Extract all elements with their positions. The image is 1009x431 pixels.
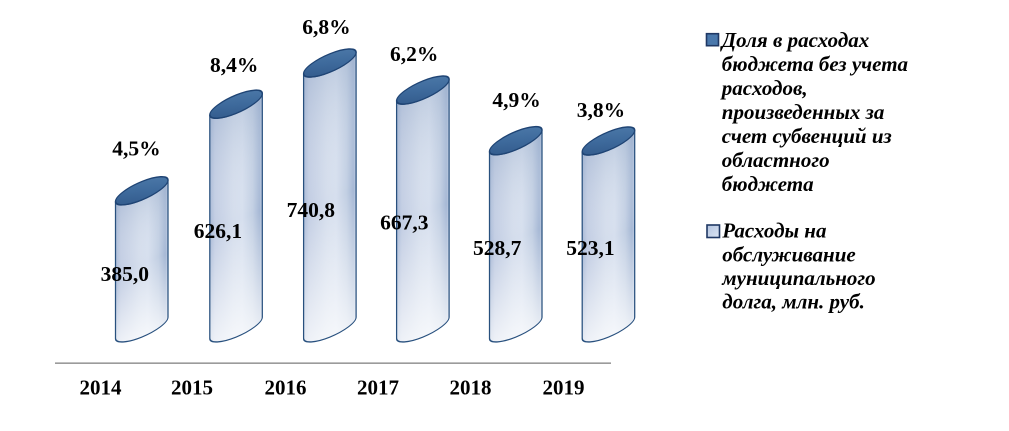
svg-text:долга, млн. руб.: долга, млн. руб. <box>722 290 865 314</box>
svg-text:8,4%: 8,4% <box>210 53 258 77</box>
svg-text:3,8%: 3,8% <box>577 98 625 122</box>
svg-text:667,3: 667,3 <box>380 211 429 235</box>
svg-text:бюджета: бюджета <box>722 172 814 196</box>
svg-text:2018: 2018 <box>450 376 492 400</box>
svg-text:счет субвенций из: счет субвенций из <box>722 124 892 148</box>
svg-text:произведенных за: произведенных за <box>722 100 885 124</box>
svg-text:528,7: 528,7 <box>473 236 522 260</box>
svg-text:обслуживание: обслуживание <box>722 242 855 266</box>
svg-text:областного: областного <box>722 148 830 172</box>
svg-text:4,5%: 4,5% <box>112 137 160 161</box>
svg-text:523,1: 523,1 <box>566 236 614 260</box>
svg-text:2015: 2015 <box>171 376 213 400</box>
svg-text:Доля в расходах: Доля в расходах <box>720 28 869 52</box>
svg-text:385,0: 385,0 <box>101 262 149 286</box>
svg-text:4,9%: 4,9% <box>492 88 540 112</box>
svg-text:2019: 2019 <box>543 376 585 400</box>
svg-text:6,8%: 6,8% <box>302 15 350 39</box>
svg-text:626,1: 626,1 <box>194 219 242 243</box>
svg-text:муниципального: муниципального <box>721 266 875 290</box>
svg-text:6,2%: 6,2% <box>390 42 438 66</box>
svg-text:бюджета без учета: бюджета без учета <box>722 52 908 76</box>
svg-text:2016: 2016 <box>265 376 307 400</box>
svg-text:2014: 2014 <box>80 376 123 400</box>
svg-text:740,8: 740,8 <box>287 198 336 222</box>
svg-text:расходов,: расходов, <box>720 76 808 100</box>
svg-text:2017: 2017 <box>357 376 399 400</box>
svg-text:Расходы на: Расходы на <box>721 219 826 243</box>
